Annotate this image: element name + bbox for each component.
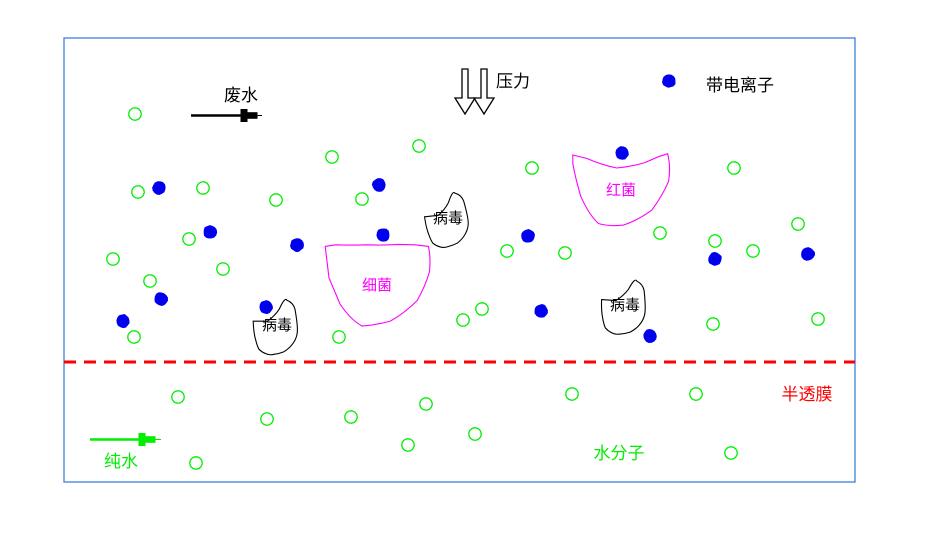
svg-text:带电离子: 带电离子 xyxy=(706,71,774,96)
svg-text:红菌: 红菌 xyxy=(606,179,636,200)
svg-text:废水: 废水 xyxy=(224,81,258,106)
svg-text:压力: 压力 xyxy=(496,67,530,92)
svg-text:纯水: 纯水 xyxy=(104,447,138,472)
svg-text:病毒: 病毒 xyxy=(262,314,292,335)
svg-text:水分子: 水分子 xyxy=(594,439,645,464)
svg-text:病毒: 病毒 xyxy=(433,207,463,228)
svg-text:细菌: 细菌 xyxy=(362,274,392,295)
svg-text:半透膜: 半透膜 xyxy=(782,380,833,405)
svg-text:病毒: 病毒 xyxy=(610,294,640,315)
